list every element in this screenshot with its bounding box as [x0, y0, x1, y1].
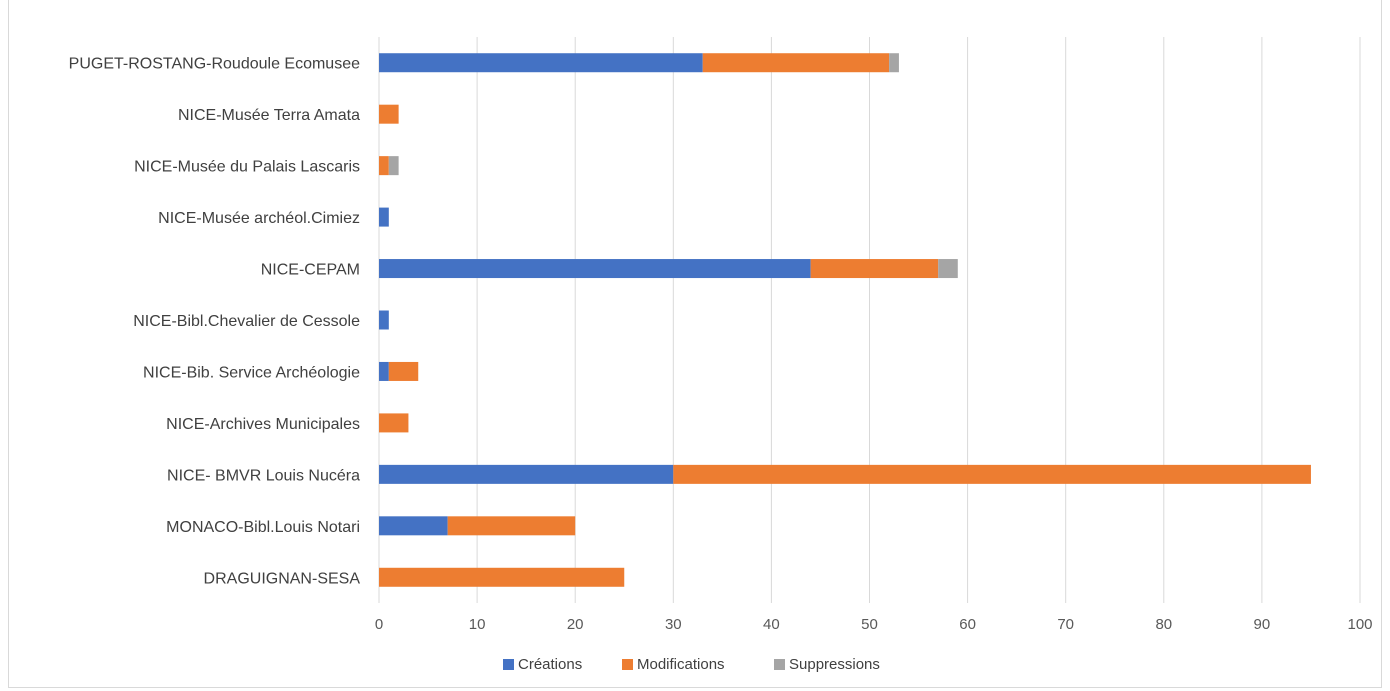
bar-segment	[379, 207, 389, 227]
category-label: PUGET-ROSTANG-Roudoule Ecomusee	[69, 56, 360, 73]
x-tick-label: 100	[1347, 616, 1372, 633]
category-label: NICE-CEPAM	[261, 262, 360, 279]
category-label: DRAGUIGNAN-SESA	[204, 570, 361, 587]
bar-segment	[388, 361, 419, 381]
bar-segment	[379, 104, 399, 124]
bar-segment	[810, 259, 939, 279]
x-tick-label: 50	[861, 616, 878, 633]
bar-segment	[379, 567, 625, 587]
x-tick-label: 80	[1155, 616, 1172, 633]
legend-label: Créations	[518, 656, 582, 673]
bar-segment	[379, 413, 409, 433]
x-tick-label: 0	[375, 616, 383, 633]
bar-segment	[379, 310, 389, 330]
x-tick-label: 40	[763, 616, 780, 633]
category-label: NICE-Musée archéol.Cimiez	[158, 210, 360, 227]
bar-segment	[379, 53, 703, 73]
x-tick-label: 20	[567, 616, 584, 633]
bar-segment	[379, 516, 448, 536]
legend-swatch	[503, 659, 514, 670]
legend-label: Suppressions	[789, 656, 880, 673]
category-label: NICE-Musée Terra Amata	[178, 107, 360, 124]
x-tick-label: 90	[1254, 616, 1271, 633]
x-tick-label: 30	[665, 616, 682, 633]
category-label: NICE-Bib. Service Archéologie	[143, 364, 360, 381]
bar-segment	[447, 516, 576, 536]
bar-segment	[938, 259, 958, 279]
category-labels: PUGET-ROSTANG-Roudoule Ecomusee NICE-Musé…	[69, 56, 361, 588]
bar-segment	[889, 53, 899, 73]
category-label: NICE-Bibl.Chevalier de Cessole	[133, 313, 360, 330]
x-tick-label: 10	[469, 616, 486, 633]
legend-label: Modifications	[637, 656, 725, 673]
bar-segment	[673, 464, 1311, 484]
x-tick-labels: 0 10 20 30 40 50 60 70 80 90 100	[375, 616, 1373, 633]
bars	[379, 53, 1311, 587]
category-label: MONACO-Bibl.Louis Notari	[166, 519, 360, 536]
legend-swatch	[774, 659, 785, 670]
category-label: NICE- BMVR Louis Nucéra	[167, 467, 360, 484]
bar-segment	[379, 259, 811, 279]
x-tick-label: 70	[1057, 616, 1074, 633]
chart-frame	[8, 0, 1382, 688]
bar-segment	[702, 53, 890, 73]
category-label: NICE-Musée du Palais Lascaris	[134, 159, 360, 176]
bar-segment	[379, 361, 389, 381]
category-label: NICE-Archives Municipales	[166, 416, 360, 433]
bar-segment	[379, 464, 674, 484]
x-tick-label: 60	[959, 616, 976, 633]
legend-swatch	[622, 659, 633, 670]
bar-segment	[379, 156, 389, 176]
bar-segment	[388, 156, 399, 176]
legend: Créations Modifications Suppressions	[503, 656, 880, 673]
